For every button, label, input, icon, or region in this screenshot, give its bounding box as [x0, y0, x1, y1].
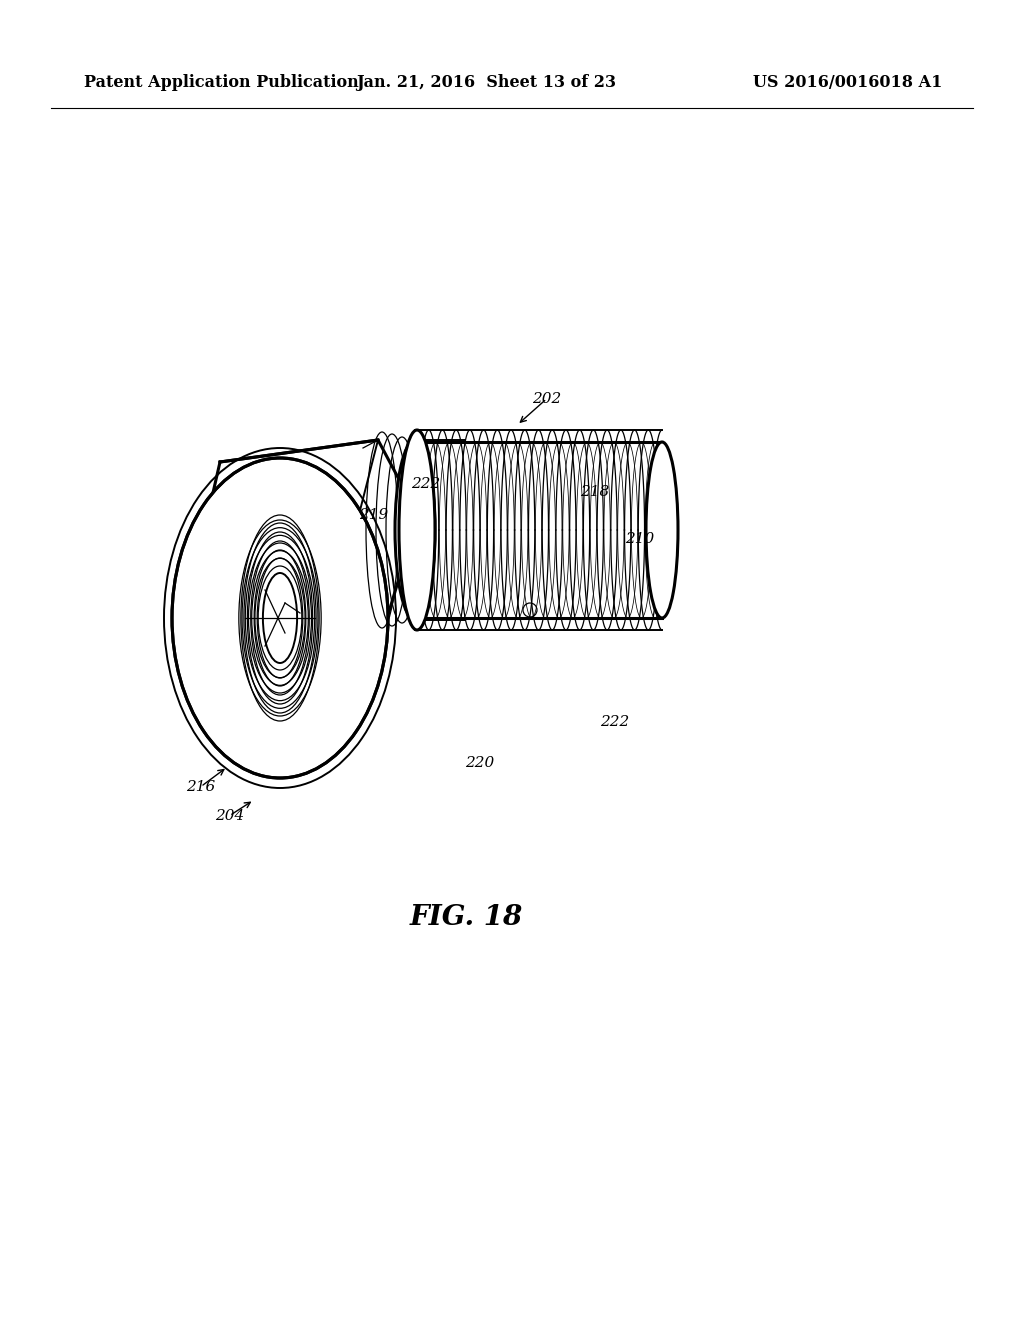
Text: US 2016/0016018 A1: US 2016/0016018 A1 — [753, 74, 942, 91]
Text: 219: 219 — [359, 508, 388, 521]
Text: 222: 222 — [600, 715, 629, 729]
Text: 220: 220 — [465, 756, 494, 770]
Text: 210: 210 — [626, 532, 654, 545]
Text: 216: 216 — [186, 780, 215, 793]
Text: Jan. 21, 2016  Sheet 13 of 23: Jan. 21, 2016 Sheet 13 of 23 — [356, 74, 616, 91]
Text: Patent Application Publication: Patent Application Publication — [84, 74, 358, 91]
Text: 222: 222 — [412, 478, 440, 491]
Ellipse shape — [646, 442, 678, 618]
Ellipse shape — [263, 573, 297, 663]
Text: FIG. 18: FIG. 18 — [410, 904, 522, 931]
Text: 202: 202 — [532, 392, 561, 405]
Ellipse shape — [172, 458, 388, 777]
Ellipse shape — [399, 430, 435, 630]
Text: 218: 218 — [581, 486, 609, 499]
Ellipse shape — [395, 440, 435, 620]
Text: 204: 204 — [215, 809, 244, 822]
